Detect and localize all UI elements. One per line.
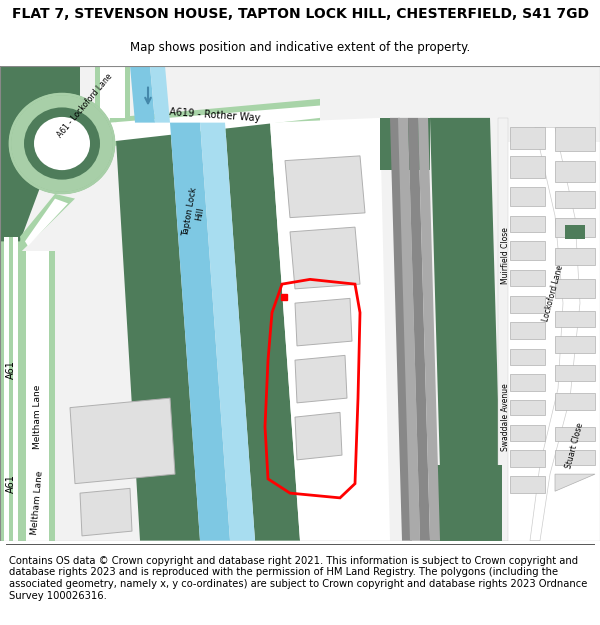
Polygon shape <box>555 161 595 181</box>
Polygon shape <box>510 322 545 339</box>
Polygon shape <box>555 365 595 381</box>
Text: Meltham Lane: Meltham Lane <box>30 470 44 535</box>
Polygon shape <box>555 279 595 298</box>
Polygon shape <box>398 118 420 541</box>
Polygon shape <box>380 118 430 170</box>
Polygon shape <box>110 106 320 142</box>
Polygon shape <box>95 66 130 118</box>
Polygon shape <box>9 237 13 541</box>
Polygon shape <box>555 474 595 491</box>
Polygon shape <box>510 374 545 391</box>
Polygon shape <box>555 336 595 352</box>
Polygon shape <box>510 451 545 466</box>
Text: FLAT 7, STEVENSON HOUSE, TAPTON LOCK HILL, CHESTERFIELD, S41 7GD: FLAT 7, STEVENSON HOUSE, TAPTON LOCK HIL… <box>11 8 589 21</box>
Text: Stuart Close: Stuart Close <box>565 422 586 469</box>
Circle shape <box>24 107 100 179</box>
Polygon shape <box>510 188 545 206</box>
Text: A619 - Rother Way: A619 - Rother Way <box>169 107 261 123</box>
Polygon shape <box>510 156 545 178</box>
Text: A61 - Lockoford Lane: A61 - Lockoford Lane <box>56 72 114 139</box>
Polygon shape <box>130 66 155 122</box>
Polygon shape <box>418 118 440 541</box>
Polygon shape <box>20 194 75 251</box>
Text: A61: A61 <box>6 360 16 379</box>
Polygon shape <box>295 356 347 403</box>
Polygon shape <box>80 488 132 536</box>
Polygon shape <box>555 451 595 464</box>
Polygon shape <box>555 311 595 327</box>
Text: Muirfield Close: Muirfield Close <box>502 227 511 284</box>
Circle shape <box>34 117 90 170</box>
Polygon shape <box>510 241 545 261</box>
Polygon shape <box>26 251 49 541</box>
Polygon shape <box>100 66 125 118</box>
Polygon shape <box>510 425 545 441</box>
Circle shape <box>10 94 114 193</box>
Polygon shape <box>565 225 585 239</box>
Polygon shape <box>20 251 55 541</box>
Polygon shape <box>510 296 545 312</box>
Text: Meltham Lane: Meltham Lane <box>32 385 41 449</box>
Polygon shape <box>555 217 595 237</box>
Polygon shape <box>0 66 80 241</box>
Polygon shape <box>25 199 68 246</box>
Polygon shape <box>70 398 175 484</box>
Polygon shape <box>110 99 320 146</box>
Polygon shape <box>115 122 200 541</box>
Polygon shape <box>510 216 545 232</box>
Polygon shape <box>510 349 545 365</box>
Polygon shape <box>290 227 360 289</box>
Text: Lockoford Lane: Lockoford Lane <box>541 264 565 322</box>
Polygon shape <box>150 66 170 122</box>
Polygon shape <box>430 118 502 541</box>
Text: Swaddale Avenue: Swaddale Avenue <box>502 383 511 451</box>
Polygon shape <box>502 118 600 541</box>
Polygon shape <box>408 118 430 541</box>
Polygon shape <box>390 118 412 541</box>
Polygon shape <box>555 191 595 208</box>
Polygon shape <box>510 400 545 415</box>
Polygon shape <box>502 118 600 142</box>
Polygon shape <box>555 127 595 151</box>
Polygon shape <box>200 122 255 541</box>
Text: Map shows position and indicative extent of the property.: Map shows position and indicative extent… <box>130 41 470 54</box>
Polygon shape <box>530 127 580 541</box>
Polygon shape <box>510 476 545 493</box>
Polygon shape <box>555 393 595 409</box>
Polygon shape <box>4 237 18 541</box>
Text: Tapton Lock
Hill: Tapton Lock Hill <box>181 187 209 239</box>
Polygon shape <box>555 248 595 265</box>
Polygon shape <box>295 412 342 460</box>
Polygon shape <box>555 427 595 441</box>
Polygon shape <box>270 118 390 541</box>
Polygon shape <box>170 122 230 541</box>
Polygon shape <box>285 156 365 218</box>
Polygon shape <box>498 118 508 541</box>
Polygon shape <box>430 464 502 541</box>
Polygon shape <box>295 298 352 346</box>
Text: Contains OS data © Crown copyright and database right 2021. This information is : Contains OS data © Crown copyright and d… <box>9 556 587 601</box>
Polygon shape <box>225 122 300 541</box>
Polygon shape <box>0 237 22 541</box>
Text: A61: A61 <box>6 474 16 493</box>
Polygon shape <box>510 127 545 149</box>
Polygon shape <box>510 270 545 286</box>
